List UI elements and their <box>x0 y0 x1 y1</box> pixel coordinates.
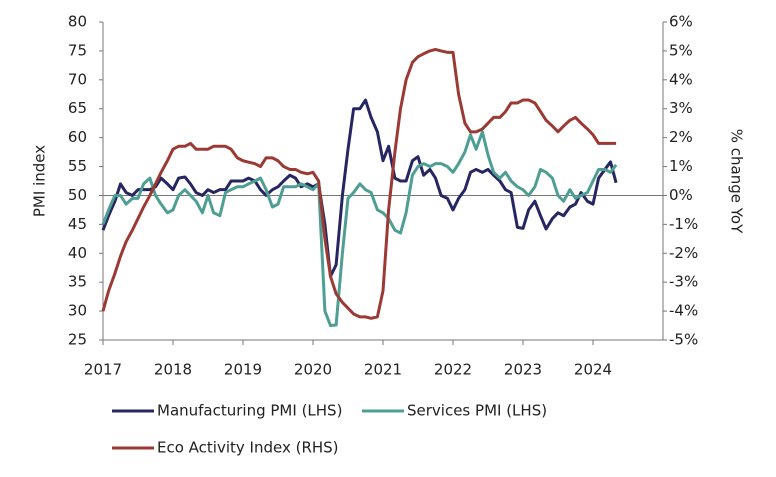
series-line <box>101 98 618 278</box>
y-tick-label: 45 <box>68 215 87 233</box>
x-tick-label: 2019 <box>224 361 262 379</box>
y2-tick-label: -5% <box>669 331 698 349</box>
y-tick-label: 55 <box>68 157 87 175</box>
y-tick-label: 70 <box>68 70 87 88</box>
y2-axis-label: % change YoY <box>728 129 746 234</box>
x-tick-label: 2018 <box>154 361 192 379</box>
x-tick-label: 2017 <box>84 361 122 379</box>
x-tick-label: 2023 <box>504 361 542 379</box>
y-axis-label: PMI index <box>31 145 49 217</box>
x-tick-label: 2022 <box>434 361 472 379</box>
y-tick-label: 35 <box>68 273 87 291</box>
y2-tick-label: 2% <box>669 128 693 146</box>
x-tick-label: 2024 <box>574 361 612 379</box>
y2-tick-label: 1% <box>669 157 693 175</box>
series-line <box>101 130 618 328</box>
y-tick-label: 25 <box>68 331 87 349</box>
x-tick-label: 2021 <box>364 361 402 379</box>
y2-tick-label: 3% <box>669 99 693 117</box>
y-tick-label: 75 <box>68 41 87 59</box>
y2-tick-label: -4% <box>669 302 698 320</box>
y-tick-label: 65 <box>68 99 87 117</box>
y-tick-label: 40 <box>68 244 87 262</box>
y2-tick-label: 6% <box>669 13 693 31</box>
y2-tick-label: 4% <box>669 70 693 88</box>
y2-tick-label: -3% <box>669 273 698 291</box>
y-tick-label: 30 <box>68 302 87 320</box>
y-tick-label: 80 <box>68 13 87 31</box>
y-tick-label: 60 <box>68 128 87 146</box>
y-tick-label: 50 <box>68 186 87 204</box>
legend-label: Services PMI (LHS) <box>407 402 547 420</box>
series-line <box>101 47 617 320</box>
x-tick-label: 2020 <box>294 361 332 379</box>
y2-tick-label: -1% <box>669 215 698 233</box>
y2-tick-label: 0% <box>669 186 693 204</box>
legend-label: Eco Activity Index (RHS) <box>157 439 339 457</box>
y2-tick-label: 5% <box>669 41 693 59</box>
y2-tick-label: -2% <box>669 244 698 262</box>
legend-label: Manufacturing PMI (LHS) <box>157 402 342 420</box>
